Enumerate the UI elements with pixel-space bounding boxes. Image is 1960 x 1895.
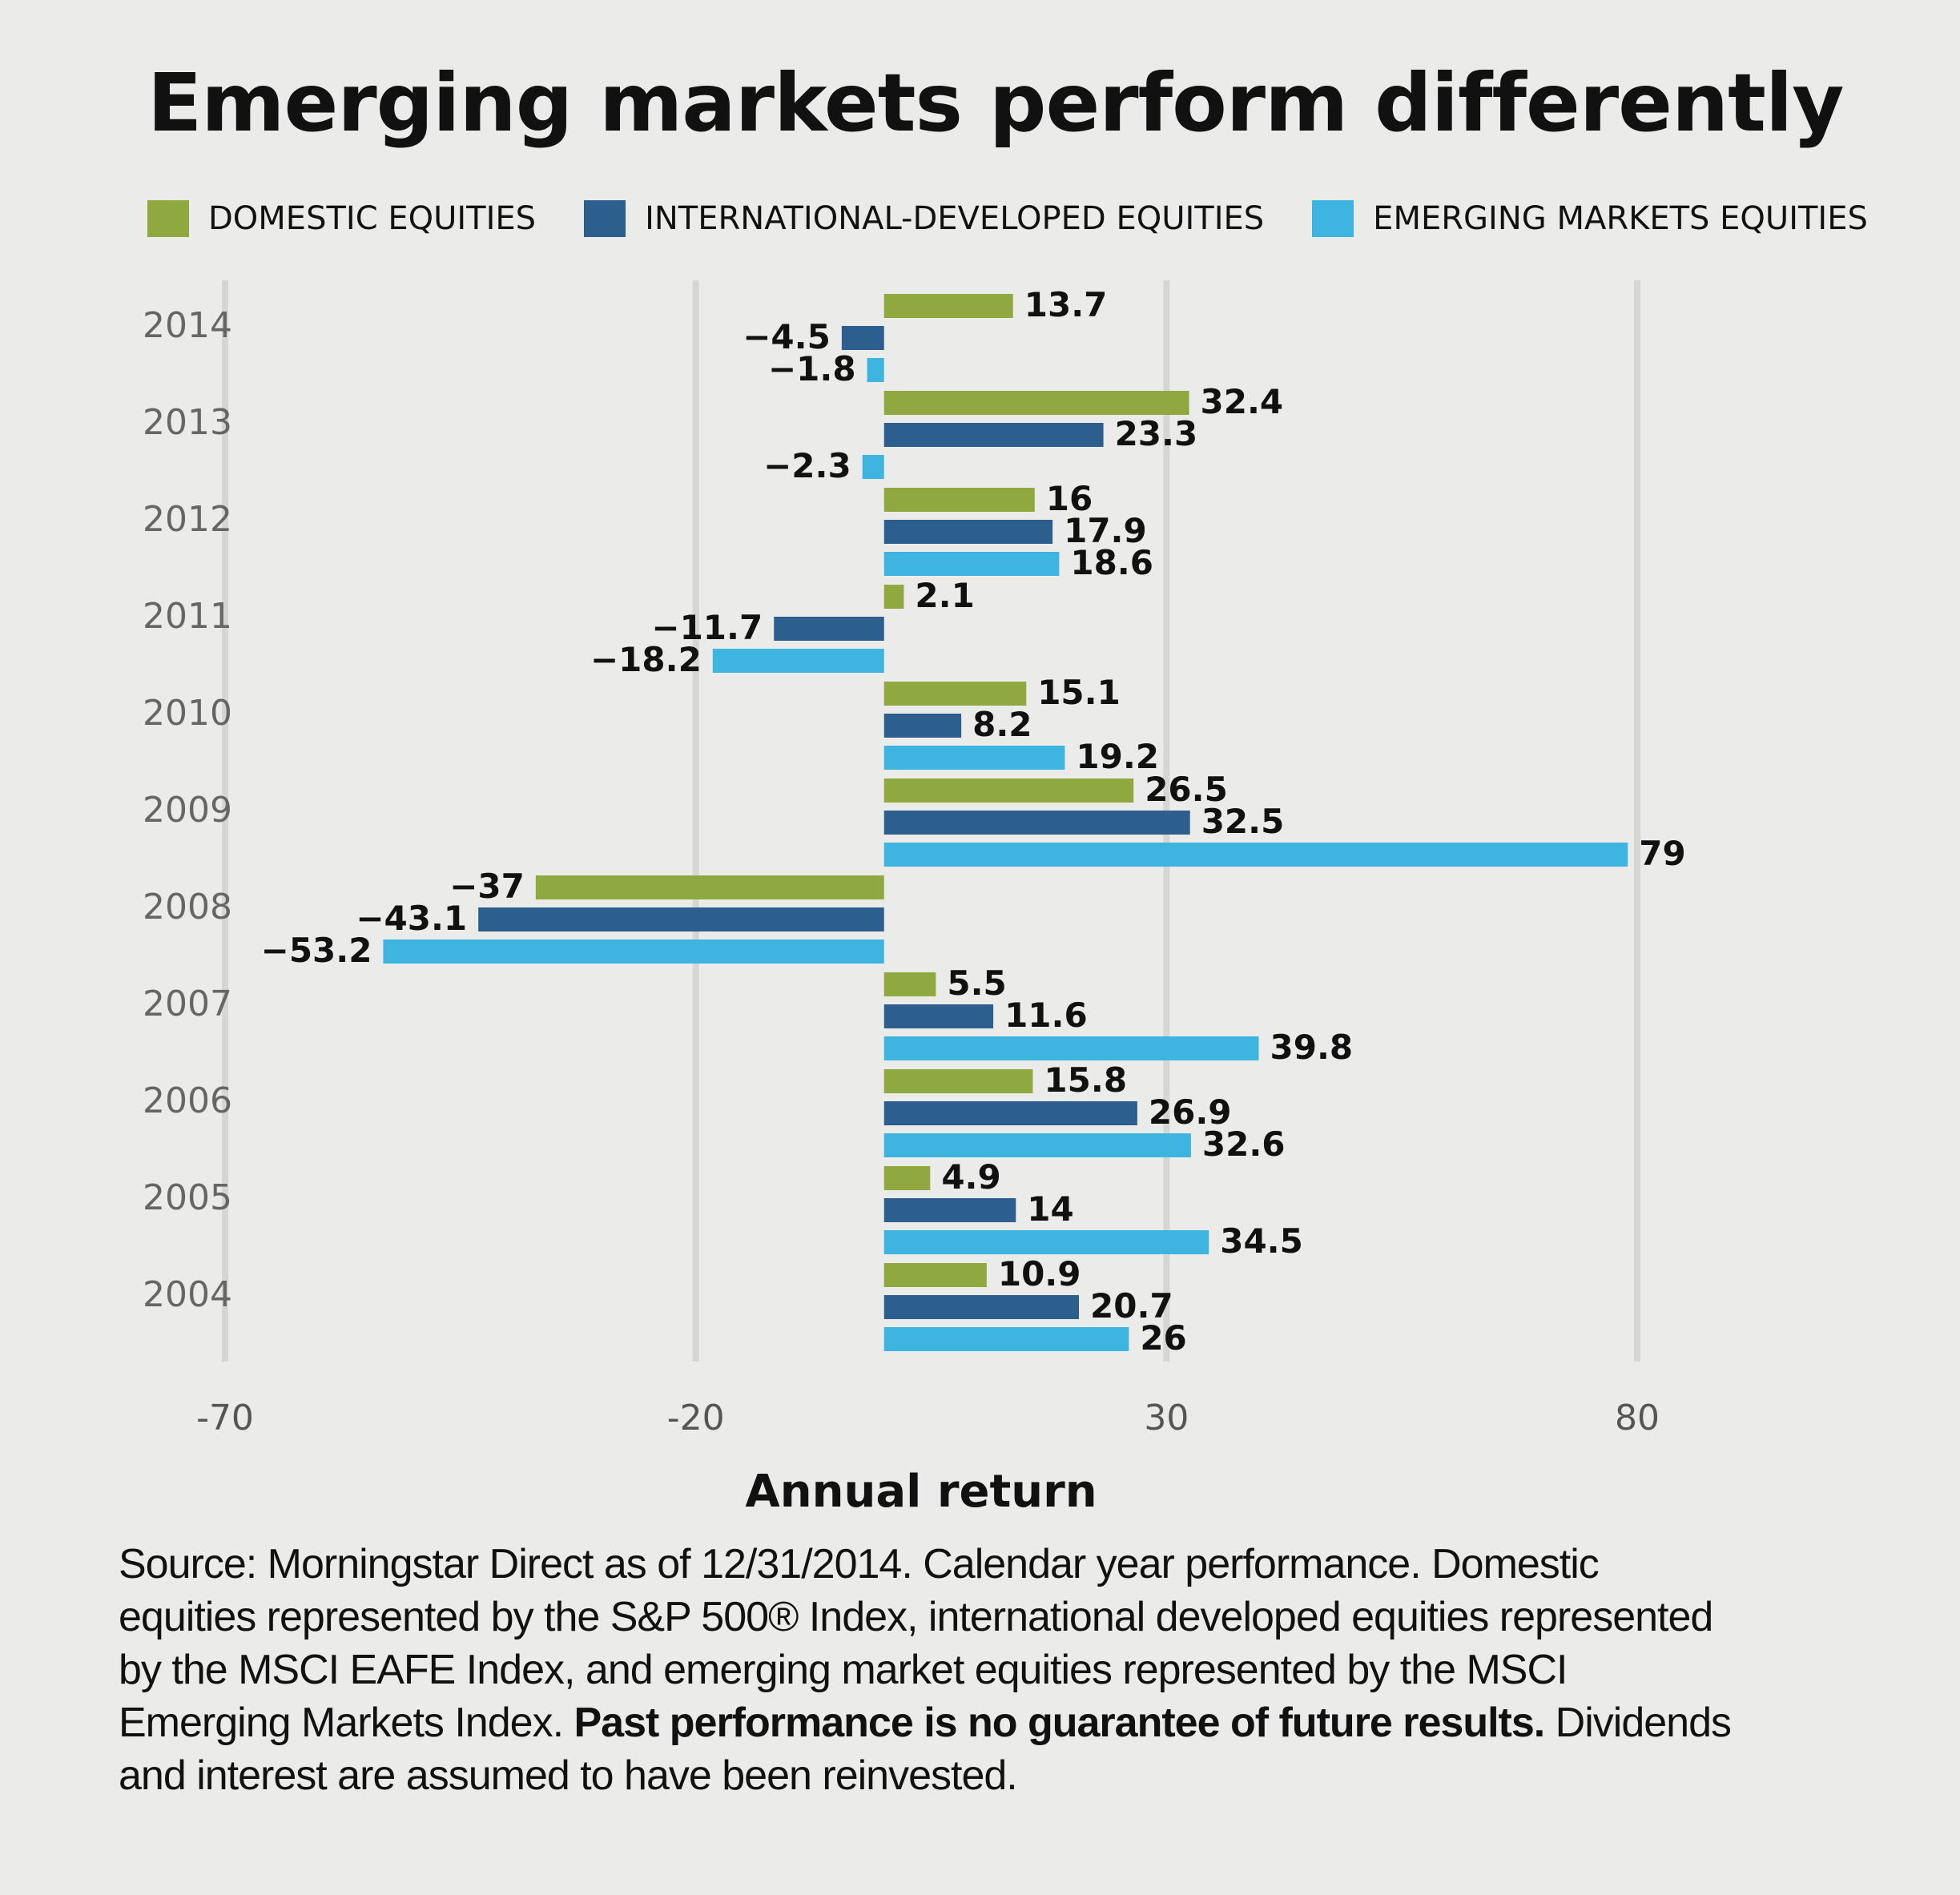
x-tick-label: -20 <box>667 1398 725 1438</box>
bar <box>883 811 1190 835</box>
legend-item-international: INTERNATIONAL-DEVELOPED EQUITIES <box>584 200 1264 237</box>
data-label: −43.1 <box>356 899 467 938</box>
bar <box>867 358 884 382</box>
bar <box>883 520 1053 544</box>
data-label: 15.1 <box>1037 673 1121 712</box>
bar <box>883 585 904 609</box>
y-tick-label: 2009 <box>143 790 232 831</box>
data-label: 34.5 <box>1220 1221 1303 1261</box>
bar <box>712 649 884 673</box>
data-label: −37 <box>449 867 525 906</box>
y-tick-label: 2008 <box>143 887 232 927</box>
bar <box>883 488 1035 512</box>
footnote-source: Source: Morningstar Direct as of 12/31/2… <box>119 1541 1713 1746</box>
bar <box>883 1133 1191 1157</box>
footnote: Source: Morningstar Direct as of 12/31/2… <box>119 1538 1737 1802</box>
bar <box>883 294 1013 318</box>
bar <box>883 843 1628 867</box>
bar <box>883 1327 1129 1351</box>
y-tick-label: 2012 <box>143 499 232 540</box>
bar <box>883 423 1104 447</box>
legend-swatch <box>1312 200 1354 237</box>
y-tick-label: 2011 <box>143 596 232 637</box>
data-label: 4.9 <box>941 1157 1000 1197</box>
bar <box>883 746 1065 770</box>
bar <box>383 939 884 964</box>
data-label: 15.8 <box>1044 1060 1127 1100</box>
bar <box>774 617 884 641</box>
data-label: 23.3 <box>1115 414 1198 453</box>
data-label: 17.9 <box>1064 511 1147 550</box>
legend-swatch <box>147 200 189 237</box>
legend-swatch <box>584 200 626 237</box>
data-label: 39.8 <box>1270 1028 1354 1067</box>
bar <box>883 714 962 738</box>
data-label: 19.2 <box>1076 737 1159 776</box>
bar <box>535 875 884 899</box>
bar <box>883 1036 1259 1060</box>
y-tick-label: 2005 <box>143 1177 232 1218</box>
data-label: −2.3 <box>763 446 851 485</box>
y-tick-label: 2004 <box>143 1274 232 1315</box>
bar <box>862 455 884 479</box>
bar <box>883 1069 1033 1093</box>
bar <box>841 326 884 350</box>
data-label: 8.2 <box>972 705 1032 744</box>
data-label: 32.4 <box>1201 382 1284 421</box>
data-label: 20.7 <box>1090 1286 1173 1326</box>
data-label: 79 <box>1639 834 1685 873</box>
y-tick-label: 2010 <box>143 693 232 734</box>
x-axis-title: Annual return <box>745 1466 1097 1518</box>
data-label: 32.6 <box>1202 1125 1286 1164</box>
bar <box>883 779 1134 803</box>
legend-label: EMERGING MARKETS EQUITIES <box>1373 200 1868 237</box>
footnote-dividends: Dividends and interest are assumed to ha… <box>119 1700 1732 1799</box>
data-label: 26.9 <box>1149 1092 1232 1132</box>
bar <box>883 1101 1137 1125</box>
data-label: −1.8 <box>768 349 856 388</box>
y-tick-label: 2013 <box>143 402 232 443</box>
legend: DOMESTIC EQUITIES INTERNATIONAL-DEVELOPE… <box>147 200 1868 237</box>
y-tick-label: 2006 <box>143 1080 232 1121</box>
bar <box>478 907 884 931</box>
y-tick-label: 2014 <box>143 305 232 346</box>
data-label: 18.6 <box>1070 543 1153 582</box>
bar <box>883 1295 1080 1319</box>
data-label: 10.9 <box>998 1254 1081 1294</box>
bar <box>883 682 1027 706</box>
legend-item-domestic: DOMESTIC EQUITIES <box>147 200 536 237</box>
x-tick-label: 30 <box>1144 1398 1189 1438</box>
chart-title: Emerging markets perform differently <box>147 56 1844 150</box>
data-label: −18.2 <box>590 640 702 679</box>
data-label: 2.1 <box>915 576 974 615</box>
footnote-disclaimer: Past performance is no guarantee of futu… <box>574 1700 1545 1746</box>
data-label: 5.5 <box>947 964 1006 1003</box>
legend-item-emerging: EMERGING MARKETS EQUITIES <box>1312 200 1868 237</box>
data-label: 26 <box>1140 1318 1186 1358</box>
x-tick-label: 80 <box>1615 1398 1660 1438</box>
bar <box>883 972 936 996</box>
data-label: 11.6 <box>1004 996 1088 1035</box>
data-label: 14 <box>1027 1189 1073 1229</box>
data-label: 32.5 <box>1201 802 1285 841</box>
bar-chart: -70 -20 30 80 2014 13.7 −4.5−1.8 2013 32.423.3 −2… <box>143 280 1686 1438</box>
bar <box>883 391 1189 415</box>
bar <box>883 1198 1016 1222</box>
x-tick-label: -70 <box>196 1398 254 1438</box>
y-tick-label: 2007 <box>143 984 232 1024</box>
legend-label: DOMESTIC EQUITIES <box>208 200 537 237</box>
data-label: −4.5 <box>743 317 831 356</box>
data-label: −53.2 <box>261 931 372 970</box>
data-label: 16 <box>1046 479 1093 518</box>
data-label: 26.5 <box>1145 770 1228 809</box>
bar <box>883 552 1060 576</box>
data-label: 13.7 <box>1024 285 1108 324</box>
legend-label: INTERNATIONAL-DEVELOPED EQUITIES <box>645 200 1265 237</box>
bar <box>883 1230 1209 1254</box>
data-label: −11.7 <box>651 608 763 647</box>
bar <box>883 1166 931 1190</box>
bar <box>883 1263 987 1287</box>
bar <box>883 1004 994 1028</box>
